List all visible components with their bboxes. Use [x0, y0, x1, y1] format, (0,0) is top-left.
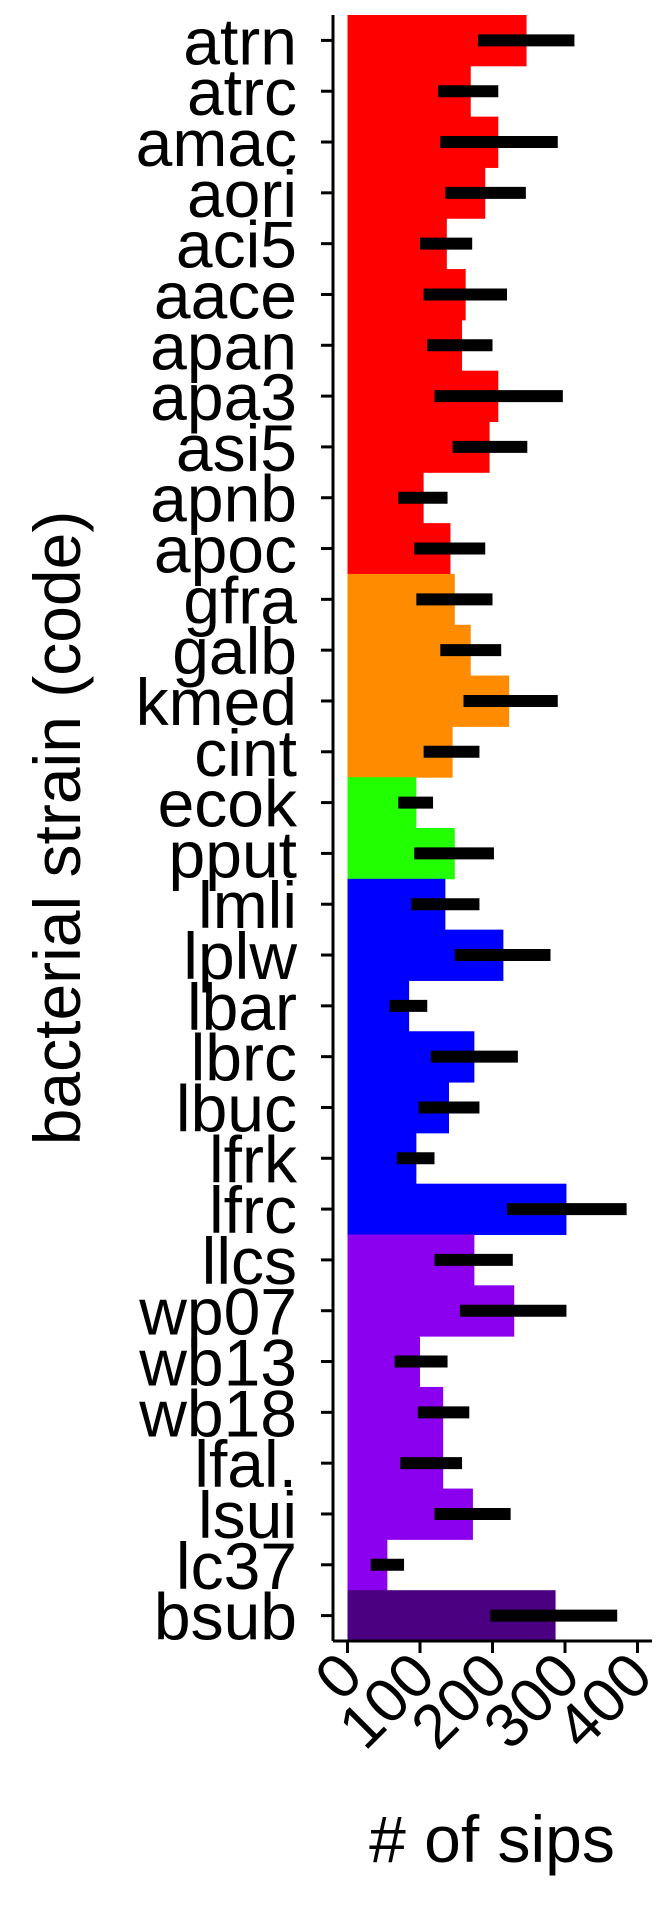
y-tick-label-lmli: lmli [198, 868, 297, 942]
y-tick-label-lbar: lbar [187, 970, 297, 1044]
y-tick-label-wb18: wb18 [138, 1376, 297, 1450]
y-tick-label-wp07: wp07 [138, 1275, 297, 1349]
y-tick-label-wb13: wb13 [138, 1326, 297, 1400]
y-tick-label-asi5: asi5 [176, 411, 297, 485]
x-axis-title: # of sips [369, 1802, 615, 1876]
y-tick-label-gfra: gfra [183, 563, 297, 637]
y-tick-label-ecok: ecok [158, 767, 298, 841]
y-tick-label-lc37: lc37 [176, 1529, 297, 1603]
bars-group [347, 15, 567, 1642]
y-tick-label-galb: galb [172, 614, 297, 688]
y-tick-label-amac: amac [136, 106, 297, 180]
y-axis: atrnatrcamacaoriaci5aaceapanapa3asi5apnb… [136, 4, 335, 1654]
y-tick-label-apnb: apnb [150, 462, 297, 536]
y-tick-label-llcs: llcs [202, 1224, 297, 1298]
y-tick-label-aci5: aci5 [176, 208, 297, 282]
y-tick-label-lfal.: lfal. [194, 1427, 297, 1501]
y-tick-label-aori: aori [187, 157, 297, 231]
y-axis-title: bacterial strain (code) [20, 511, 94, 1146]
y-tick-label-lsui: lsui [198, 1478, 297, 1552]
y-tick-label-cint: cint [194, 716, 297, 790]
y-tick-label-lplw: lplw [183, 919, 297, 993]
y-tick-label-lbuc: lbuc [176, 1071, 297, 1145]
y-tick-label-lfrc: lfrc [209, 1173, 297, 1247]
y-tick-label-atrn: atrn [183, 4, 297, 78]
y-tick-label-lbrc: lbrc [191, 1021, 297, 1095]
y-tick-label-bsub: bsub [154, 1580, 297, 1654]
y-tick-label-apoc: apoc [154, 513, 297, 587]
y-tick-label-apan: apan [150, 309, 297, 383]
y-tick-label-aace: aace [154, 258, 297, 332]
y-tick-label-pput: pput [169, 817, 297, 891]
y-tick-label-atrc: atrc [187, 55, 297, 129]
y-tick-label-lfrk: lfrk [209, 1122, 298, 1196]
y-tick-label-apa3: apa3 [150, 360, 297, 434]
y-tick-label-kmed: kmed [136, 665, 297, 739]
error-bars-group [370, 34, 627, 1622]
